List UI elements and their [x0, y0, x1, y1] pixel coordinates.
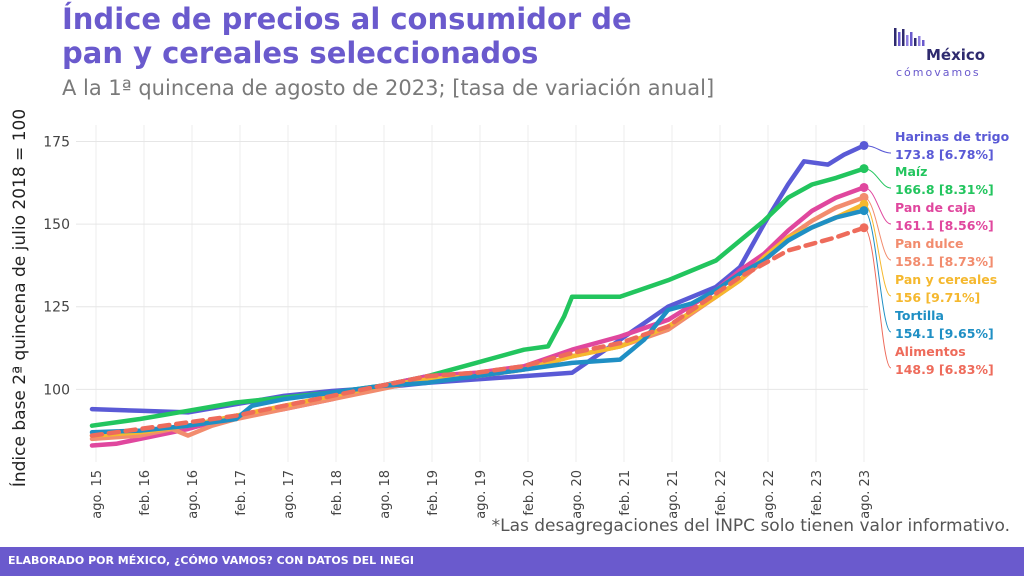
logo-line2: cómovamos [896, 66, 981, 79]
x-tick-label: feb. 17 [234, 470, 249, 516]
series-name-label: Tortilla [895, 308, 944, 323]
logo: México cómovamos [890, 24, 1002, 80]
x-tick-label: feb. 18 [330, 470, 345, 516]
series-name-label: Pan dulce [895, 236, 964, 251]
footer-credit: ELABORADO POR MÉXICO, ¿CÓMO VAMOS? CON D… [8, 554, 414, 567]
series-name-label: Maíz [895, 164, 927, 179]
series-value-label: 154.1 [9.65%] [895, 326, 994, 341]
x-tick-label: feb. 21 [618, 470, 633, 516]
series-line [89, 225, 867, 438]
x-tick-label: feb. 20 [522, 470, 537, 516]
label-leader-line [863, 144, 892, 154]
series-line [89, 166, 867, 428]
series-line [89, 208, 867, 435]
label-leader-line [863, 168, 892, 189]
x-tick-label: ago. 23 [858, 470, 873, 519]
logo-bars-icon [894, 28, 925, 46]
y-tick-label: 100 [43, 382, 70, 398]
x-tick-label: ago. 17 [282, 470, 297, 519]
series-line [89, 202, 867, 438]
y-tick-label: 125 [43, 300, 70, 316]
x-tick-label: ago. 18 [378, 470, 393, 519]
series-name-label: Pan y cereales [895, 272, 997, 287]
series-name-label: Pan de caja [895, 200, 976, 215]
page-title: Índice de precios al consumidor de pan y… [62, 2, 632, 70]
x-tick-label: ago. 22 [762, 470, 777, 519]
x-tick-label: ago. 19 [474, 470, 489, 519]
x-tick-label: feb. 19 [426, 470, 441, 516]
label-leader-line [863, 196, 892, 261]
footer-bar: ELABORADO POR MÉXICO, ¿CÓMO VAMOS? CON D… [0, 547, 1024, 576]
y-tick-label: 175 [43, 135, 70, 151]
label-leader-line [863, 186, 892, 225]
series-value-label: 148.9 [6.83%] [895, 362, 994, 377]
label-leader-line [863, 227, 892, 369]
x-tick-label: ago. 21 [666, 470, 681, 519]
footnote: *Las desagregaciones del INPC solo tiene… [491, 516, 1010, 536]
label-leader-line [863, 210, 892, 333]
price-index-chart: 100 125 150 175 ago. 15 feb. 16 ago. 16 feb. 17… [43, 125, 1010, 519]
series-value-label: 166.8 [8.31%] [895, 182, 994, 197]
series-value-label: 156 [9.71%] [895, 290, 980, 305]
series-name-label: Alimentos [895, 344, 966, 359]
series-value-label: 173.8 [6.78%] [895, 147, 994, 162]
page-subtitle: A la 1ª quincena de agosto de 2023; [tas… [62, 76, 715, 100]
logo-line1: México [926, 46, 986, 64]
series-name-label: Harinas de trigo [895, 129, 1010, 144]
label-leader-line [863, 203, 892, 297]
series-value-label: 158.1 [8.73%] [895, 254, 994, 269]
x-tick-label: feb. 23 [810, 470, 825, 516]
x-tick-label: ago. 20 [570, 470, 585, 519]
x-tick-label: feb. 22 [714, 470, 729, 516]
x-tick-label: ago. 16 [186, 470, 201, 519]
x-tick-label: ago. 15 [90, 470, 105, 519]
x-tick-label: feb. 16 [138, 470, 153, 516]
series-value-label: 161.1 [8.56%] [895, 218, 994, 233]
y-tick-label: 150 [43, 217, 70, 233]
